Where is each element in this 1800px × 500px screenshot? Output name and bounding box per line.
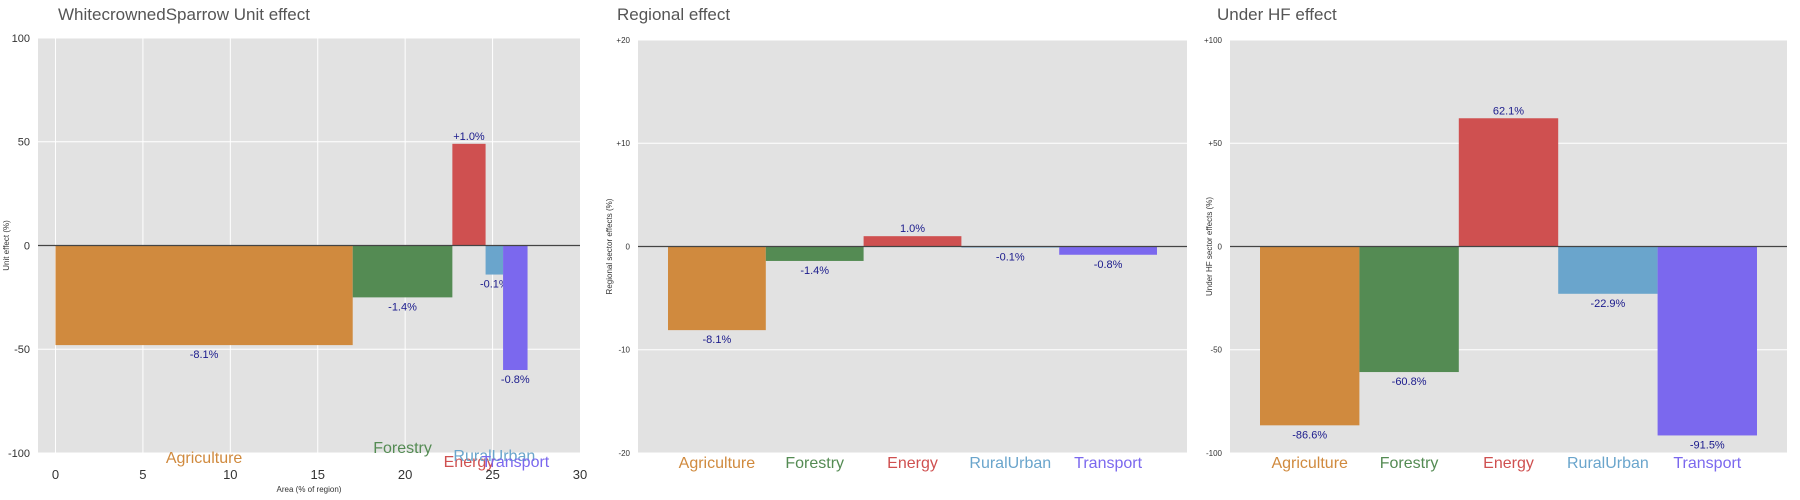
data-label-ruralurban: -22.9% (1590, 298, 1625, 310)
data-label-forestry: -1.4% (388, 301, 417, 313)
data-label-transport: -0.8% (1094, 259, 1123, 271)
category-label-forestry: Forestry (785, 455, 844, 472)
data-label-agriculture: -8.1% (703, 334, 732, 346)
category-label-forestry: Forestry (1380, 455, 1439, 472)
y-tick-label: 0 (24, 240, 30, 252)
bar-energy (452, 143, 486, 246)
unit-effect-panel: WhitecrownedSparrow Unit effect -100 -50 0 5… (0, 0, 600, 500)
data-label-forestry: -1.4% (800, 265, 829, 277)
under-hf-effect-panel: Under HF effect -100 -50 0 +50 +100 Under HF s… (1200, 0, 1800, 500)
unit-effect-chart: WhitecrownedSparrow Unit effect -100 -50 0 5… (2, 5, 587, 494)
category-label-energy: Energy (1483, 455, 1534, 472)
y-tick-label: +10 (616, 139, 630, 148)
data-label-ruralurban: -0.1% (480, 279, 509, 291)
data-label-energy: +1.0% (453, 131, 485, 143)
category-label-agriculture: Agriculture (1271, 455, 1348, 472)
x-tick-label: 20 (398, 467, 412, 482)
y-tick-label: 100 (12, 33, 30, 45)
y-tick-label: -20 (618, 449, 630, 458)
category-label-ruralurban: RuralUrban (1567, 455, 1649, 472)
chart-title: Under HF effect (1217, 5, 1337, 24)
x-tick-label: 5 (139, 467, 146, 482)
category-label-forestry: Forestry (373, 440, 432, 457)
bar-transport (1059, 246, 1157, 255)
bar-transport (1657, 246, 1757, 436)
category-label-agriculture: Agriculture (166, 450, 243, 467)
category-label-energy: Energy (444, 454, 495, 471)
bar-ruralurban (485, 245, 504, 275)
category-label-transport: Transport (1673, 455, 1741, 472)
regional-effect-panel: Regional effect -20 -10 0 +10 +20 Regional sec… (600, 0, 1200, 500)
x-tick-label: 10 (223, 467, 237, 482)
y-axis-label: Unit effect (%) (2, 220, 11, 271)
data-label-agriculture: -86.6% (1292, 429, 1327, 441)
bar-forestry (352, 245, 453, 298)
under-hf-effect-chart: Under HF effect -100 -50 0 +50 +100 Under HF s… (1204, 5, 1787, 472)
category-label-ruralurban: RuralUrban (969, 455, 1051, 472)
bar-transport (503, 245, 528, 370)
y-tick-label: -50 (1210, 346, 1222, 355)
bar-energy (863, 236, 962, 247)
category-label-transport: Transport (481, 454, 549, 471)
regional-effect-chart: Regional effect -20 -10 0 +10 +20 Regional sec… (605, 5, 1187, 472)
category-label-transport: Transport (1074, 455, 1142, 472)
data-label-ruralurban: -0.1% (996, 252, 1025, 264)
bar-forestry (765, 246, 864, 261)
chart-title: Regional effect (617, 5, 730, 24)
y-tick-label: 50 (18, 137, 30, 149)
category-label-agriculture: Agriculture (679, 455, 756, 472)
y-tick-label: -100 (8, 448, 30, 460)
data-label-transport: -91.5% (1690, 439, 1725, 451)
data-label-agriculture: -8.1% (190, 349, 219, 361)
x-axis-label: Area (% of region) (277, 485, 342, 494)
y-tick-label: +50 (1208, 139, 1222, 148)
data-label-energy: 1.0% (900, 223, 925, 235)
bar-energy (1458, 118, 1559, 247)
bar-forestry (1359, 246, 1459, 373)
x-tick-label: 0 (52, 467, 59, 482)
category-label-energy: Energy (887, 455, 938, 472)
y-tick-label: -50 (14, 344, 30, 356)
bar-agriculture (668, 246, 766, 331)
x-tick-label: 15 (311, 467, 325, 482)
y-tick-label: -10 (618, 346, 630, 355)
y-tick-label: +100 (1204, 36, 1223, 45)
y-tick-label: 0 (1218, 242, 1223, 251)
y-tick-label: -100 (1206, 449, 1223, 458)
chart-title: WhitecrownedSparrow Unit effect (58, 5, 310, 24)
bar-agriculture (1260, 246, 1360, 426)
bar-agriculture (55, 245, 353, 346)
y-axis-label: Regional sector effects (%) (605, 198, 614, 294)
x-tick-label: 25 (485, 467, 499, 482)
y-tick-label: 0 (626, 242, 631, 251)
y-axis-label: Under HF sector effects (%) (1205, 197, 1214, 296)
y-tick-label: +20 (616, 36, 630, 45)
data-label-forestry: -60.8% (1392, 376, 1427, 388)
x-tick-label: 30 (573, 467, 587, 482)
bar-ruralurban (1558, 246, 1658, 294)
category-label-ruralurban: RuralUrban (453, 448, 535, 465)
data-label-transport: -0.8% (501, 374, 530, 386)
data-label-energy: 62.1% (1493, 105, 1524, 117)
